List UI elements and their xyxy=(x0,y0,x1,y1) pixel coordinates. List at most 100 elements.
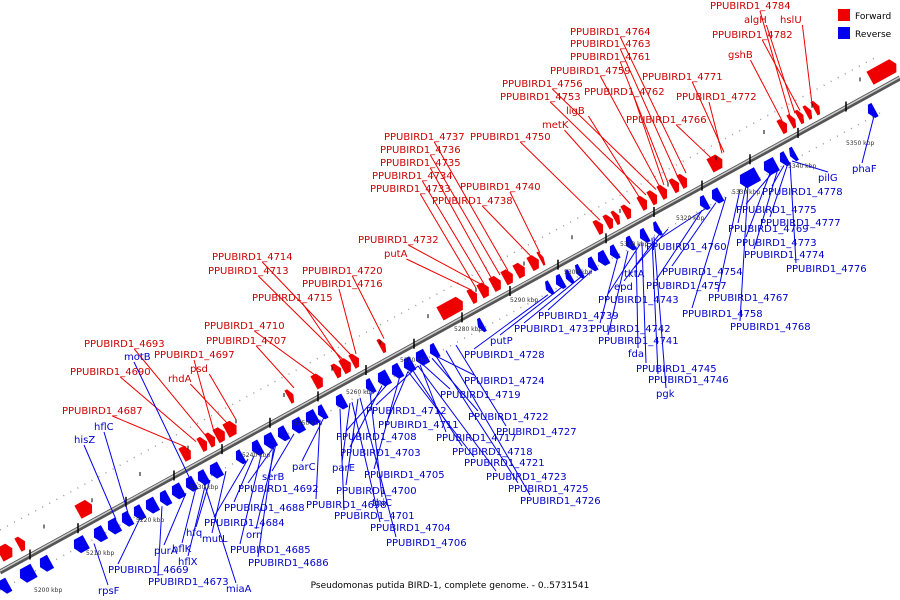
forward-gene[interactable] xyxy=(786,114,797,129)
reverse-gene[interactable] xyxy=(639,227,651,243)
reverse-gene[interactable] xyxy=(377,369,393,387)
reverse-gene[interactable] xyxy=(39,554,55,572)
forward-gene[interactable] xyxy=(500,269,513,286)
reverse-leader-line xyxy=(739,185,749,322)
forward-gene[interactable] xyxy=(310,373,323,390)
reverse-gene[interactable] xyxy=(415,348,431,366)
reverse-gene[interactable] xyxy=(235,449,247,465)
reverse-gene[interactable] xyxy=(391,362,405,379)
reverse-gene[interactable] xyxy=(429,342,441,358)
reverse-gene[interactable] xyxy=(365,378,377,394)
forward-gene[interactable] xyxy=(178,445,191,462)
forward-gene[interactable] xyxy=(338,358,351,375)
reverse-gene[interactable] xyxy=(597,249,611,266)
reverse-gene-label: hisZ xyxy=(74,435,95,446)
forward-gene-label: PPUBIRD1_4687 xyxy=(62,406,143,417)
forward-gene-label: PPUBIRD1_4766 xyxy=(626,115,707,126)
forward-gene[interactable] xyxy=(536,251,546,266)
forward-gene[interactable] xyxy=(676,173,688,189)
reverse-gene[interactable] xyxy=(73,535,90,554)
forward-gene[interactable] xyxy=(74,499,93,519)
forward-gene[interactable] xyxy=(488,275,501,292)
forward-gene[interactable] xyxy=(376,338,387,354)
forward-gene[interactable] xyxy=(866,59,897,85)
forward-gene[interactable] xyxy=(476,282,489,299)
reverse-gene[interactable] xyxy=(317,404,329,420)
reverse-gene[interactable] xyxy=(19,563,38,583)
forward-gene[interactable] xyxy=(656,184,668,200)
reverse-gene[interactable] xyxy=(159,489,173,506)
reverse-gene[interactable] xyxy=(625,235,637,251)
forward-gene[interactable] xyxy=(668,178,680,194)
forward-gene[interactable] xyxy=(706,154,723,173)
forward-gene[interactable] xyxy=(794,109,805,125)
forward-gene[interactable] xyxy=(602,214,614,230)
reverse-gene-label: PPUBIRD1_4692 xyxy=(238,484,319,495)
reverse-gene[interactable] xyxy=(609,244,621,260)
forward-leader-line xyxy=(119,376,197,442)
forward-leader-line xyxy=(429,154,501,276)
reverse-gene[interactable] xyxy=(545,280,555,295)
forward-gene[interactable] xyxy=(14,536,26,552)
scale-label: 5280 kbp xyxy=(454,326,482,333)
forward-gene[interactable] xyxy=(284,389,295,404)
reverse-gene[interactable] xyxy=(93,525,109,543)
reverse-gene[interactable] xyxy=(305,409,321,426)
reverse-gene[interactable] xyxy=(291,416,307,434)
forward-gene[interactable] xyxy=(436,296,463,321)
forward-gene[interactable] xyxy=(330,363,342,379)
reverse-gene[interactable] xyxy=(653,221,663,236)
reverse-gene[interactable] xyxy=(185,475,199,492)
reverse-gene[interactable] xyxy=(403,356,417,373)
forward-gene[interactable] xyxy=(348,353,360,369)
forward-gene[interactable] xyxy=(466,288,478,304)
reverse-gene[interactable] xyxy=(209,461,225,479)
reverse-gene[interactable] xyxy=(197,469,211,486)
reverse-gene[interactable] xyxy=(779,151,791,167)
forward-leader-line xyxy=(421,180,485,285)
reverse-gene[interactable] xyxy=(477,317,487,333)
forward-gene[interactable] xyxy=(592,219,604,235)
forward-gene[interactable] xyxy=(512,262,525,279)
reverse-gene[interactable] xyxy=(133,504,147,521)
reverse-gene[interactable] xyxy=(565,269,575,284)
scale-label: 5260 kbp xyxy=(346,389,374,396)
forward-gene[interactable] xyxy=(810,100,821,116)
reverse-gene[interactable] xyxy=(575,263,585,279)
reverse-gene[interactable] xyxy=(699,195,711,211)
forward-gene[interactable] xyxy=(620,204,632,220)
forward-gene[interactable] xyxy=(212,427,225,444)
reverse-leader-line xyxy=(301,417,325,462)
reverse-gene[interactable] xyxy=(0,577,13,594)
forward-gene[interactable] xyxy=(776,119,788,135)
reverse-gene[interactable] xyxy=(739,167,762,189)
forward-gene[interactable] xyxy=(610,210,621,226)
forward-gene[interactable] xyxy=(802,105,813,120)
reverse-gene[interactable] xyxy=(263,432,279,449)
forward-gene[interactable] xyxy=(204,432,216,448)
forward-gene[interactable] xyxy=(196,436,208,452)
reverse-gene[interactable] xyxy=(711,187,725,204)
reverse-gene-label: PPUBIRD1_4776 xyxy=(786,264,867,275)
reverse-gene[interactable] xyxy=(171,482,187,500)
reverse-gene[interactable] xyxy=(121,510,135,527)
reverse-gene[interactable] xyxy=(251,439,265,456)
reverse-gene[interactable] xyxy=(335,393,349,410)
reverse-leader-line xyxy=(351,401,381,523)
forward-gene[interactable] xyxy=(646,190,658,206)
reverse-gene[interactable] xyxy=(587,256,599,272)
reverse-gene[interactable] xyxy=(763,157,780,175)
forward-gene[interactable] xyxy=(526,255,539,272)
reverse-gene[interactable] xyxy=(789,146,799,162)
scale-label: 5270 kbp xyxy=(400,357,428,364)
forward-gene[interactable] xyxy=(636,195,648,211)
forward-gene[interactable] xyxy=(222,420,237,438)
forward-gene[interactable] xyxy=(0,543,13,562)
reverse-gene[interactable] xyxy=(867,102,879,118)
reverse-gene[interactable] xyxy=(107,517,123,535)
reverse-gene[interactable] xyxy=(555,273,567,289)
reverse-gene[interactable] xyxy=(145,496,161,514)
reverse-gene[interactable] xyxy=(277,425,291,442)
forward-leader-line xyxy=(564,129,631,205)
reverse-leader-line xyxy=(655,210,703,281)
